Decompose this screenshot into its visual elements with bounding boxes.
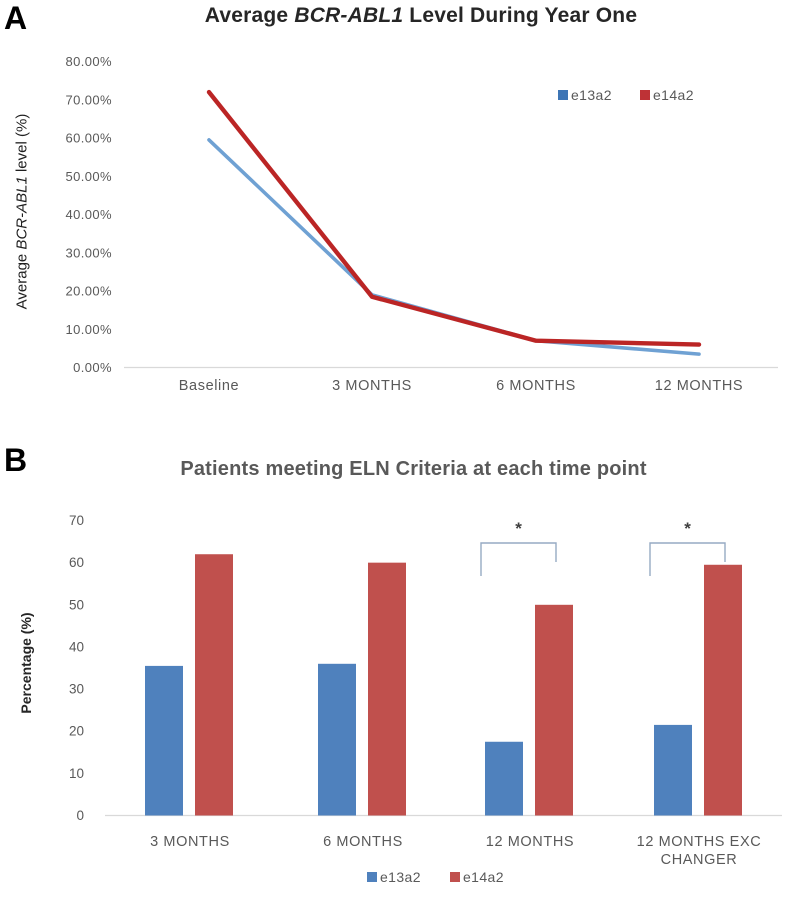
panel-a-y-tick-label: 10.00%: [66, 322, 113, 337]
panel-a-legend-swatch-e14a2: [640, 90, 650, 100]
panel-b-legend-swatch-e14a2: [450, 872, 460, 882]
significance-bracket: [649, 542, 726, 576]
panel-b-y-tick-label: 10: [69, 766, 84, 781]
panel-b-y-tick-label: 30: [69, 682, 84, 697]
bar-e14a2-6-months: [368, 562, 406, 816]
bar-e14a2-12-months-exc-changer: [704, 564, 742, 816]
panel-a-title: Average BCR-ABL1 Level During Year One: [95, 4, 747, 28]
panel-b-legend-swatch-e13a2: [367, 872, 377, 882]
panel-a-title-gene: BCR-ABL1: [294, 4, 404, 27]
panel-b-y-tick-label: 60: [69, 555, 84, 570]
panel-a-label: A: [4, 0, 28, 36]
bar-e13a2-12-months-exc-changer: [654, 724, 692, 816]
panel-b-y-tick-label: 20: [69, 724, 84, 739]
bar-e14a2-12-months: [535, 604, 573, 816]
panel-a-y-tick-label: 40.00%: [66, 207, 113, 222]
line-series-e14a2: [206, 89, 702, 347]
panel-b-title: Patients meeting ELN Criteria at each ti…: [180, 458, 647, 480]
panel-a-y-tick-label: 30.00%: [66, 245, 113, 260]
panel-a-ylabel-gene: BCR-ABL1: [13, 176, 31, 250]
panel-a-y-tick-label: 70.00%: [66, 92, 113, 107]
panel-b-x-category-label: 3 MONTHS: [150, 834, 230, 850]
panel-b-x-category-label: 6 MONTHS: [323, 834, 403, 850]
significance-asterisk: *: [684, 519, 691, 538]
bar-e14a2-3-months: [195, 554, 233, 816]
panel-a-legend-label-e14a2: e14a2: [653, 87, 694, 103]
panel-b-y-tick-label: 0: [76, 808, 84, 823]
panel-a-x-category-label: Baseline: [179, 378, 239, 394]
panel-b-x-category-label: CHANGER: [661, 852, 738, 868]
panel-a-ylabel-prefix: Average: [13, 249, 31, 310]
significance-bracket: [480, 542, 557, 576]
panel-a-y-tick-label: 20.00%: [66, 284, 113, 299]
panel-a-x-category-label: 6 MONTHS: [496, 378, 576, 394]
panel-b-label: B: [4, 442, 28, 478]
panel-a-y-axis-title: Average BCR-ABL1 level (%): [14, 62, 31, 362]
panel-a-y-tick-label: 0.00%: [73, 360, 112, 375]
panel-a-y-tick-label: 50.00%: [66, 169, 113, 184]
panel-a-legend-label-e13a2: e13a2: [571, 87, 612, 103]
panel-a-y-tick-label: 60.00%: [66, 131, 113, 146]
panel-a-ylabel-suffix: level (%): [13, 113, 31, 177]
bar-e13a2-3-months: [145, 665, 183, 816]
panel-a-x-category-label: 3 MONTHS: [332, 378, 412, 394]
panel-a-title-prefix: Average: [204, 4, 295, 27]
panel-b-y-tick-label: 50: [69, 597, 84, 612]
bar-e13a2-6-months: [318, 663, 356, 816]
panel-b-legend-label-e14a2: e14a2: [463, 869, 504, 885]
panel-a-legend-swatch-e13a2: [558, 90, 568, 100]
line-series-e13a2: [207, 138, 701, 356]
panel-b-x-category-label: 12 MONTHS: [486, 834, 574, 850]
panel-b-y-tick-label: 40: [69, 639, 84, 654]
significance-asterisk: *: [515, 519, 522, 538]
panel-b-y-tick-label: 70: [69, 513, 84, 528]
panel-b-x-category-label: 12 MONTHS EXC: [637, 834, 762, 850]
panel-b-legend-label-e13a2: e13a2: [380, 869, 421, 885]
panel-a-title-suffix: Level During Year One: [403, 4, 638, 27]
panel-b-y-axis-title: Percentage (%): [18, 612, 34, 714]
panel-a-y-tick-label: 80.00%: [66, 54, 113, 69]
panel-a-x-category-label: 12 MONTHS: [655, 378, 743, 394]
bar-e13a2-12-months: [485, 741, 523, 816]
